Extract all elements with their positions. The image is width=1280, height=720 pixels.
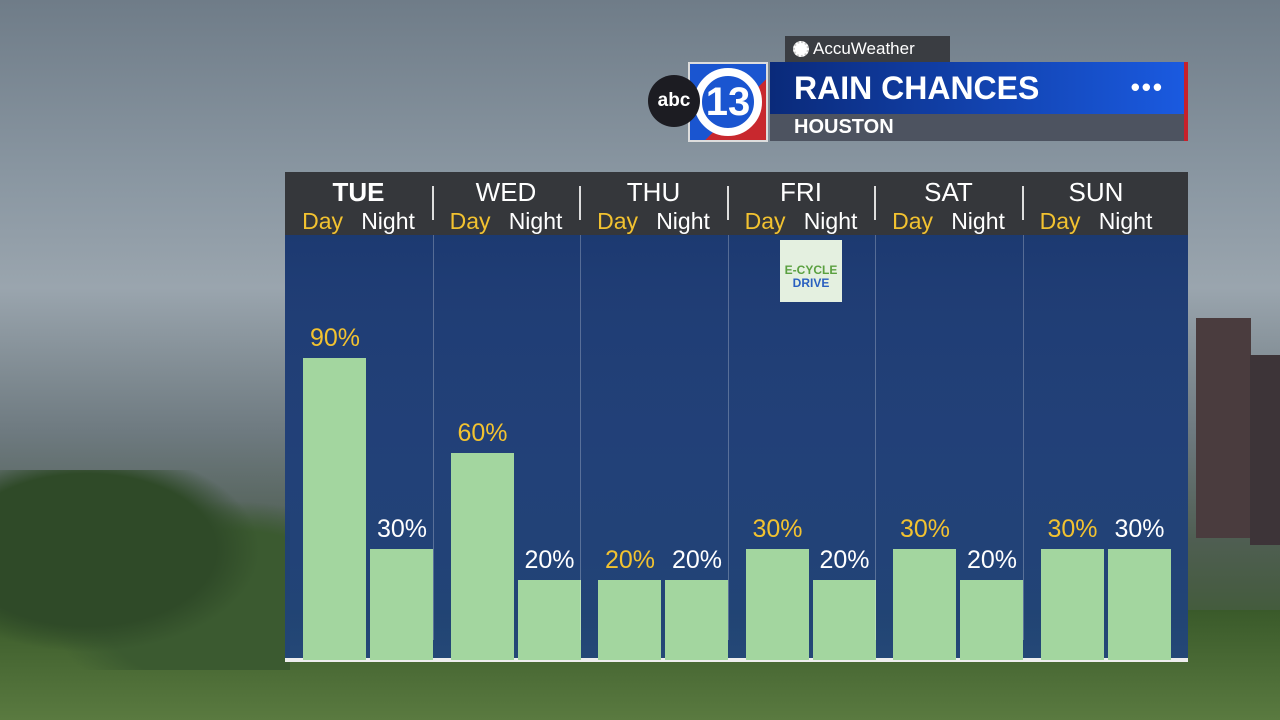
night-value-label: 20%: [671, 546, 723, 575]
day-sublabel: Day: [597, 208, 638, 234]
chart-header: TUE Day Night WED Day Night THU Day Night FRI …: [285, 172, 1188, 235]
page-title: RAIN CHANCES: [794, 69, 1040, 106]
day-label: TUE: [332, 177, 385, 207]
night-sublabel: Night: [803, 208, 858, 234]
background-building: [1250, 355, 1280, 545]
night-sublabel: Night: [951, 208, 1005, 234]
accuweather-badge: AccuWeather: [785, 36, 950, 62]
night-bar: [1107, 548, 1171, 660]
title-bar: RAIN CHANCES •••: [770, 62, 1188, 114]
day-bar: [450, 453, 514, 660]
column-divider: [1022, 235, 1024, 640]
column-separator: [579, 186, 581, 220]
day-value-label: 60%: [457, 419, 508, 448]
day-column-header: WED Day Night: [433, 172, 580, 235]
rain-chart: TUE Day Night WED Day Night THU Day Night FRI …: [285, 172, 1188, 664]
night-value-label: 30%: [1114, 514, 1165, 543]
day-bar: [303, 357, 366, 660]
location-bar: HOUSTON: [770, 114, 1188, 141]
day-value-label: 20%: [604, 546, 656, 575]
column-divider: [875, 235, 876, 640]
day-label: THU: [626, 177, 681, 207]
column-separator: [874, 186, 876, 220]
day-label: FRI: [780, 177, 822, 207]
night-value-label: 20%: [524, 546, 575, 575]
night-bar: [812, 580, 876, 660]
abc-logo: abc: [648, 75, 700, 127]
day-sublabel: Day: [449, 208, 491, 234]
day-bar: [1040, 548, 1104, 660]
column-separator: [1021, 186, 1024, 220]
day-column-header: THU Day Night: [580, 172, 727, 235]
day-value-label: 30%: [1047, 514, 1098, 543]
day-column-header: SAT Day Night: [875, 172, 1022, 235]
day-bar: [598, 580, 661, 660]
day-label: WED: [475, 177, 537, 207]
day-label: SAT: [924, 177, 973, 207]
day-sublabel: Day: [1039, 208, 1081, 234]
sponsor-logo: E-CYCLE DRIVE: [780, 240, 842, 302]
more-dots-icon: •••: [1130, 72, 1164, 102]
night-value-label: 20%: [966, 546, 1018, 575]
night-bar: [960, 580, 1023, 660]
day-column-header: FRI Day Night: [728, 172, 875, 235]
sun-icon: [793, 41, 809, 57]
chart-plot: E-CYCLE DRIVE 90% 30% 60% 20% 20% 20% 30% 20% 30%…: [285, 235, 1188, 662]
day-sublabel: Day: [892, 208, 933, 234]
day-sublabel: Day: [744, 208, 786, 234]
night-value-label: 30%: [376, 514, 428, 543]
column-divider: [580, 235, 581, 640]
night-sublabel: Night: [361, 208, 415, 234]
night-sublabel: Night: [1098, 208, 1153, 234]
channel-logo: 13: [688, 62, 768, 142]
day-bar: [893, 548, 956, 660]
column-separator: [431, 186, 434, 220]
night-bar: [665, 580, 728, 660]
column-divider: [727, 235, 729, 640]
day-value-label: 90%: [309, 323, 361, 352]
day-bar: [745, 548, 809, 660]
column-separator: [726, 186, 729, 220]
day-column-header: TUE Day Night: [285, 172, 432, 235]
night-sublabel: Night: [656, 208, 710, 234]
background-trees: [0, 470, 290, 670]
background-building: [1196, 318, 1251, 538]
column-divider: [432, 235, 434, 640]
day-label: SUN: [1068, 177, 1124, 207]
night-sublabel: Night: [508, 208, 563, 234]
night-value-label: 20%: [819, 546, 870, 575]
night-bar: [370, 548, 433, 660]
location: HOUSTON: [794, 116, 894, 138]
night-bar: [517, 580, 581, 660]
day-value-label: 30%: [752, 514, 803, 543]
day-column-header: SUN Day Night: [1023, 172, 1170, 235]
day-sublabel: Day: [302, 208, 343, 234]
day-value-label: 30%: [899, 514, 951, 543]
